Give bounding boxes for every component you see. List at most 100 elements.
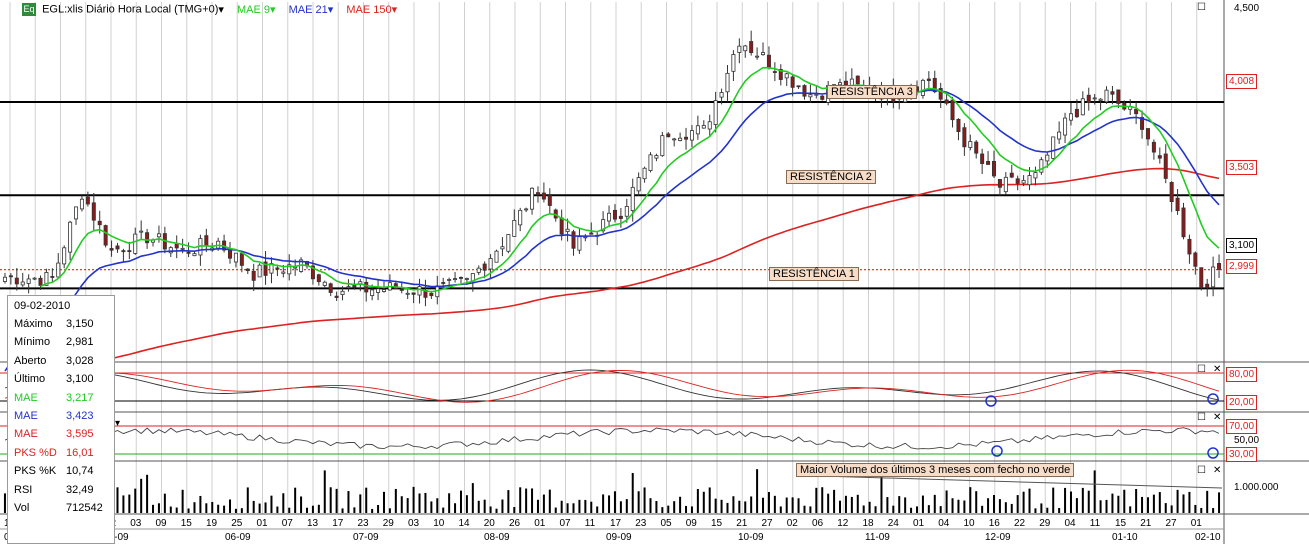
volume-bar <box>898 496 901 513</box>
ma21-series <box>4 88 1220 372</box>
close-icon[interactable]: ✕ <box>1213 364 1222 375</box>
info-label: MAE <box>14 410 38 422</box>
candle-body <box>464 278 469 280</box>
day-tick-label: 29 <box>383 518 395 529</box>
candle-body <box>648 154 653 171</box>
day-tick-label: 25 <box>231 518 243 529</box>
volume-bar <box>554 507 557 513</box>
candle-body <box>601 219 606 232</box>
day-tick-label: 01 <box>257 518 269 529</box>
volume-bar <box>3 493 6 513</box>
volume-bar <box>969 487 972 513</box>
maximize-icon[interactable]: ☐ <box>1197 2 1206 13</box>
maximize-icon[interactable]: ☐ <box>1197 465 1206 476</box>
volume-bar <box>335 488 338 513</box>
volume-bar <box>1111 493 1114 513</box>
candle-body <box>1009 172 1014 178</box>
candle-body <box>1098 98 1103 101</box>
candle-body <box>68 221 73 253</box>
volume-bar <box>560 500 563 513</box>
ma9-legend[interactable]: MAE 9 <box>237 3 271 16</box>
candle-body <box>974 141 979 154</box>
candle-body <box>376 288 381 293</box>
volume-bar <box>862 505 865 513</box>
volume-bar <box>525 488 528 513</box>
candle-body <box>790 76 795 88</box>
candle-body <box>796 85 801 88</box>
volume-bar <box>234 508 237 513</box>
candle-body <box>168 247 173 254</box>
day-tick-label: 27 <box>762 518 774 529</box>
volume-bar <box>726 502 729 513</box>
day-tick-label: 04 <box>938 518 950 529</box>
volume-bar <box>495 508 498 513</box>
chevron-down-icon[interactable]: ▾ <box>391 4 398 16</box>
volume-bar <box>613 491 616 513</box>
close-icon[interactable]: ✕ <box>1213 465 1222 476</box>
candle-body <box>1151 141 1156 153</box>
close-icon[interactable]: ✕ <box>1213 412 1222 423</box>
candle-body <box>133 233 138 254</box>
candle-body <box>926 78 931 81</box>
volume-bar <box>1123 489 1126 513</box>
candle-body <box>577 236 582 251</box>
oscillator-panels <box>0 369 1224 459</box>
candle-body <box>1003 176 1008 193</box>
volume-bar <box>732 496 735 513</box>
day-tick-label: 13 <box>307 518 319 529</box>
chevron-down-icon[interactable]: ▾ <box>218 4 224 16</box>
day-tick-label: 15 <box>1115 518 1127 529</box>
volume-bar <box>371 508 374 513</box>
candle-body <box>121 250 126 253</box>
ma21-line <box>4 88 1220 372</box>
volume-bar <box>1022 491 1025 513</box>
ma150-legend[interactable]: MAE 150 <box>346 3 392 16</box>
info-value: 3,100 <box>66 373 94 386</box>
candle-body <box>20 281 25 286</box>
volume-bar <box>252 500 255 513</box>
volume-bar <box>519 487 522 513</box>
volume-bar <box>756 469 759 513</box>
resistance-2-label: RESISTÊNCIA 2 <box>786 170 876 184</box>
maximize-icon[interactable]: ☐ <box>1197 412 1206 423</box>
volume-bar <box>690 506 693 513</box>
volume-annotation: Maior Volume dos últimos 3 meses com fec… <box>796 463 1075 477</box>
candle-body <box>571 231 576 249</box>
candle-body <box>1033 172 1038 179</box>
volume-bar <box>1016 495 1019 513</box>
candle-body <box>980 153 985 164</box>
volume-bar <box>578 499 581 513</box>
volume-bar <box>1200 507 1203 513</box>
candle-body <box>731 54 736 72</box>
candle-body <box>808 94 813 98</box>
volume-bar <box>602 494 605 513</box>
volume-bar <box>762 497 765 513</box>
volume-bar <box>963 500 966 513</box>
candle-body <box>855 75 860 85</box>
volume-bar <box>465 495 468 513</box>
symbol-title[interactable]: EGL:xlis Diário Hora Local (TMG+0) <box>42 3 219 16</box>
volume-bar <box>608 495 611 513</box>
chevron-down-icon[interactable]: ▾ <box>327 4 334 16</box>
panel-menu-icon[interactable]: ▾ <box>115 418 121 429</box>
volume-bar <box>388 508 391 513</box>
candle-body <box>968 141 973 148</box>
candle-body <box>1211 266 1216 288</box>
candle-body <box>784 73 789 79</box>
day-tick-label: 09 <box>156 518 168 529</box>
volume-bar <box>939 506 942 513</box>
day-tick-label: 17 <box>332 518 344 529</box>
candle-body <box>26 278 31 284</box>
volume-bar <box>270 495 273 513</box>
candle-body <box>1015 178 1020 184</box>
volume-bar <box>892 505 895 513</box>
volume-bar <box>655 501 658 513</box>
chevron-down-icon[interactable]: ▾ <box>270 4 276 16</box>
maximize-icon[interactable]: ☐ <box>1197 364 1206 375</box>
candle-body <box>1193 252 1198 267</box>
info-label: Mínimo <box>14 336 51 349</box>
candle-body <box>115 245 120 250</box>
candle-body <box>85 196 90 205</box>
ma21-legend[interactable]: MAE 21 <box>288 3 328 16</box>
volume-bar <box>850 496 853 513</box>
